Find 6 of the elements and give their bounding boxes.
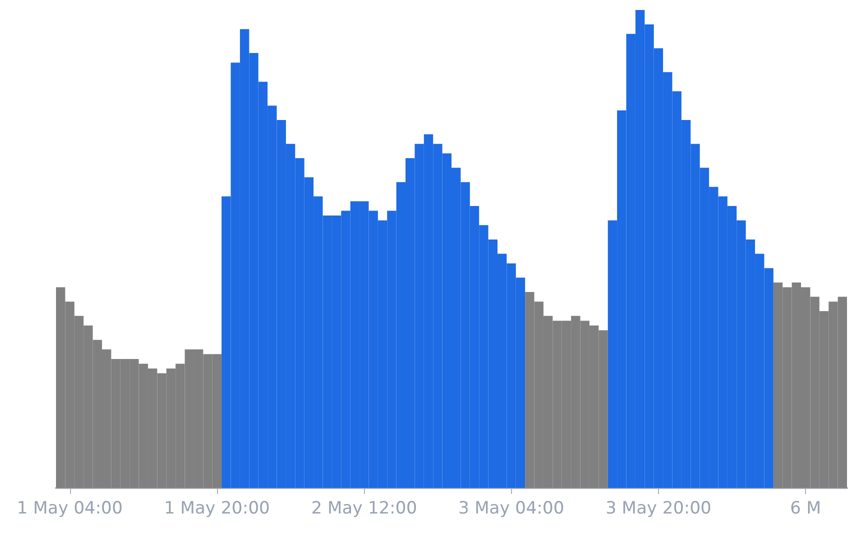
x-tick-label: 1 May 20:00 — [164, 498, 270, 518]
x-tick-label: 3 May 20:00 — [606, 498, 712, 518]
x-tick-label: 1 May 04:00 — [16, 498, 123, 518]
x-tick-label: 3 May 04:00 — [458, 498, 564, 518]
x-tick-label: 2 May 12:00 — [311, 498, 418, 518]
x-tick-label: 6 M — [790, 498, 822, 518]
